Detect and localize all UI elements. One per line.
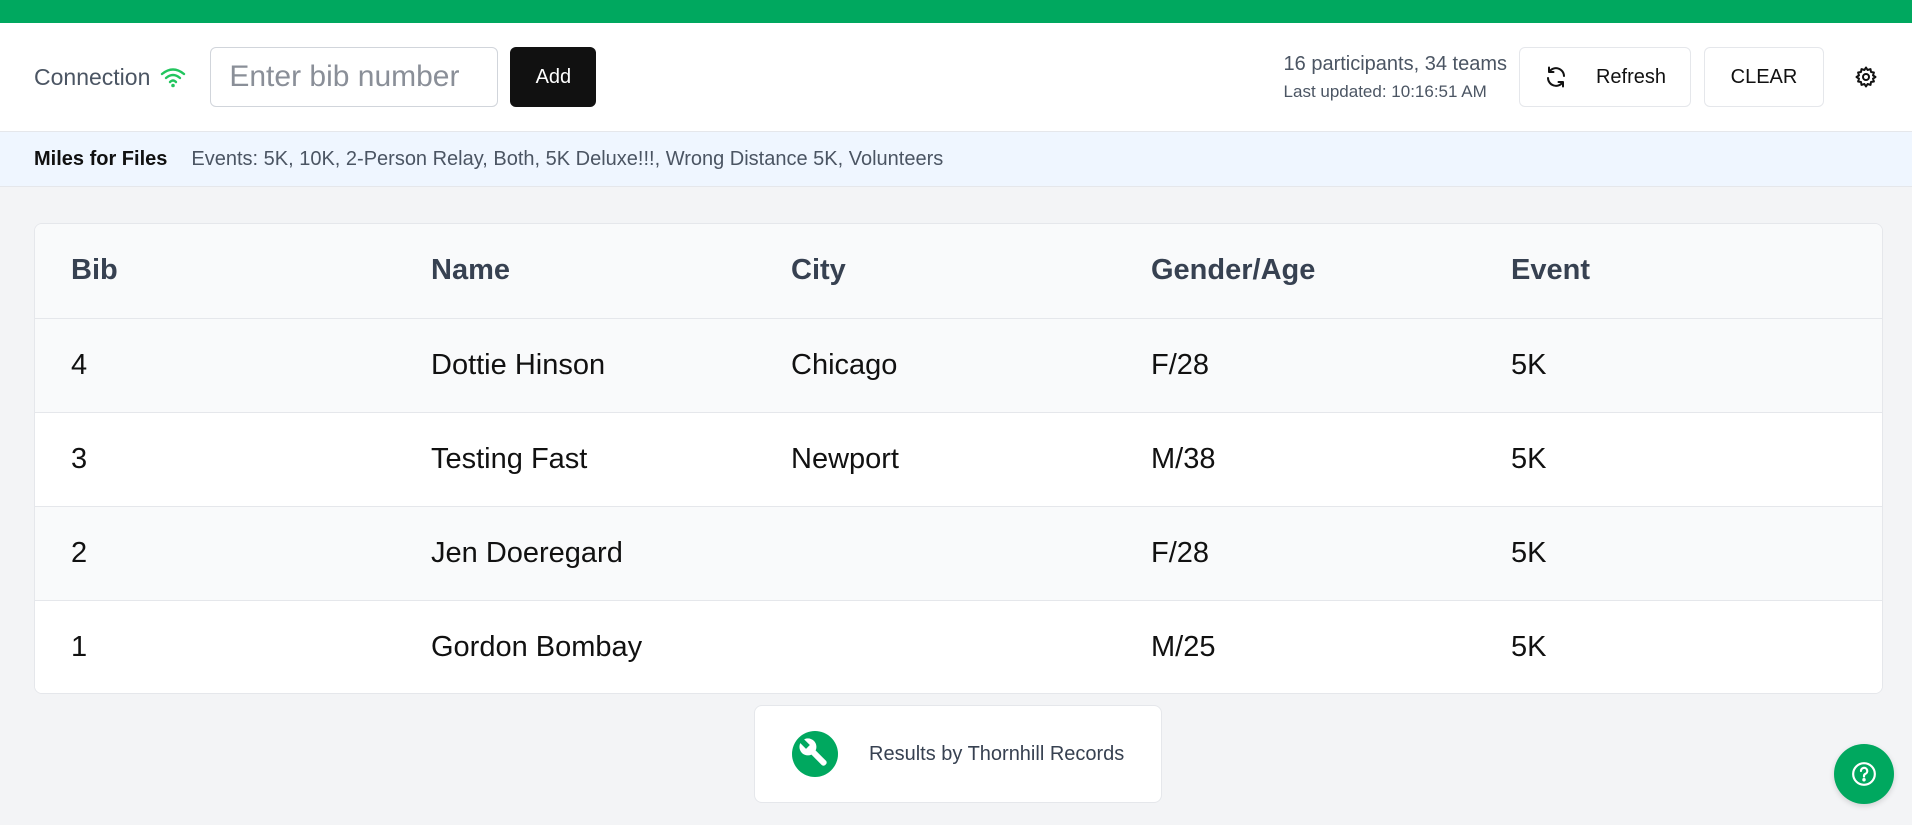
cell-event: 5K: [1511, 630, 1547, 663]
results-credit[interactable]: Results by Thornhill Records: [754, 705, 1162, 803]
help-icon: [1852, 762, 1876, 786]
cell-bib: 1: [71, 630, 88, 663]
stats-summary: 16 participants, 34 teams Last updated: …: [1284, 53, 1507, 102]
header-bib[interactable]: Bib: [35, 224, 395, 319]
cell-gender-age: F/28: [1115, 506, 1475, 601]
refresh-button[interactable]: Refresh: [1519, 47, 1691, 107]
cell-gender-age: F/28: [1115, 318, 1475, 413]
cell-event: 5K: [1475, 412, 1882, 507]
cell-gender-age: M/25: [1151, 630, 1216, 663]
cell-city: [755, 600, 1115, 693]
table-row[interactable]: 1 Gordon Bombay M/25 5K: [35, 600, 1882, 693]
header-gender-age[interactable]: Gender/Age: [1115, 224, 1475, 319]
refresh-label: Refresh: [1595, 65, 1667, 88]
connection-status: Connection: [34, 64, 186, 91]
bib-number-input[interactable]: [210, 47, 499, 107]
cell-city: [755, 506, 1115, 601]
table-row[interactable]: 3 Testing Fast Newport M/38 5K: [35, 412, 1882, 507]
credit-text: Results by Thornhill Records: [869, 742, 1125, 765]
toolbar: Connection Add 16 participants, 34 teams…: [0, 23, 1912, 132]
cell-bib: 4: [35, 318, 395, 413]
help-button[interactable]: [1834, 744, 1894, 804]
participant-count: 16 participants, 34 teams: [1283, 52, 1507, 75]
connection-label: Connection: [34, 63, 151, 90]
header-city[interactable]: City: [755, 224, 1115, 319]
cell-name: Jen Doeregard: [395, 506, 755, 601]
participants-table: Bib Name City Gender/Age Event 4 Dottie …: [35, 224, 1882, 693]
cell-bib: 2: [35, 506, 395, 601]
gear-icon: [1855, 66, 1877, 88]
cell-bib: 3: [35, 412, 395, 507]
cell-name: Dottie Hinson: [395, 318, 755, 413]
header-event[interactable]: Event: [1475, 224, 1882, 319]
race-name: Miles for Files: [34, 147, 168, 170]
clear-button[interactable]: CLEAR: [1704, 47, 1824, 107]
wifi-icon: [161, 68, 186, 88]
header-name[interactable]: Name: [395, 224, 755, 319]
add-button[interactable]: Add: [510, 47, 597, 107]
settings-button[interactable]: [1854, 65, 1878, 89]
cell-event: 5K: [1475, 318, 1882, 413]
participants-table-card: Bib Name City Gender/Age Event 4 Dottie …: [34, 223, 1883, 694]
top-accent-bar: [0, 0, 1912, 23]
cell-name: Gordon Bombay: [431, 630, 643, 663]
refresh-icon: [1546, 66, 1565, 88]
cell-gender-age: M/38: [1115, 412, 1475, 507]
cell-event: 5K: [1475, 506, 1882, 601]
cell-name: Testing Fast: [395, 412, 755, 507]
table-row[interactable]: 2 Jen Doeregard F/28 5K: [35, 506, 1882, 601]
wrench-logo-icon: [792, 731, 838, 777]
last-updated: Last updated: 10:16:51 AM: [1283, 81, 1487, 101]
cell-city: Chicago: [755, 318, 1115, 413]
event-info-bar: Miles for Files Events: 5K, 10K, 2-Perso…: [0, 132, 1912, 187]
table-row[interactable]: 4 Dottie Hinson Chicago F/28 5K: [35, 318, 1882, 413]
cell-city: Newport: [755, 412, 1115, 507]
events-list: Events: 5K, 10K, 2-Person Relay, Both, 5…: [191, 147, 944, 170]
table-header-row: Bib Name City Gender/Age Event: [35, 224, 1882, 319]
